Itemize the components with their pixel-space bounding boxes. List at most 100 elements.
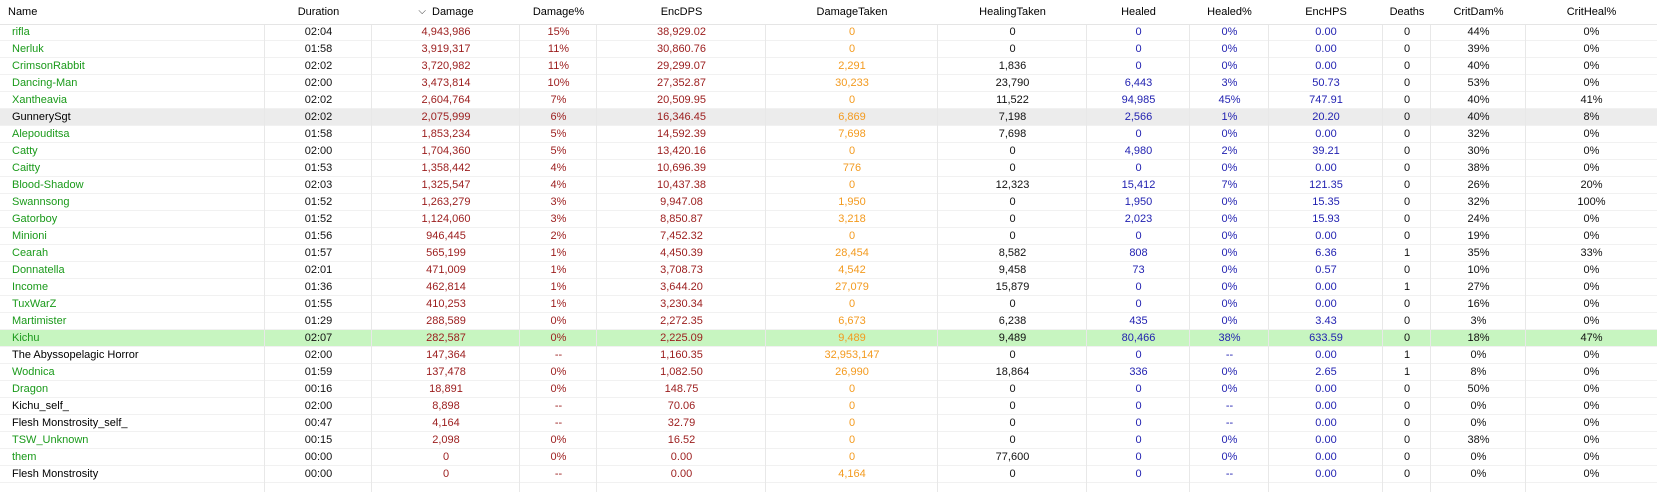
cell-damage-pct: 3% — [550, 213, 567, 225]
cell-critdam: 24% — [1467, 213, 1490, 225]
cell-healed-pct: 0% — [1221, 196, 1238, 208]
table-row[interactable]: Dragon 00:16 18,891 0% 148.75 0 0 0 0% 0.00 0 50% 0% — [0, 381, 1657, 398]
cell-damage-taken: 26,990 — [835, 366, 869, 378]
cell-duration: 01:52 — [304, 196, 333, 208]
cell-critheal: 0% — [1583, 43, 1600, 55]
table-row[interactable]: Dancing-Man 02:00 3,473,814 10% 27,352.87 30,… — [0, 75, 1657, 92]
table-row[interactable]: Gatorboy 01:52 1,124,060 3% 8,850.87 3,218 0 2,… — [0, 211, 1657, 228]
table-row[interactable]: Swannsong 01:52 1,263,279 3% 9,947.08 1,950 0 1… — [0, 194, 1657, 211]
cell-name: Blood-Shadow — [12, 179, 84, 191]
table-row[interactable]: Minioni 01:56 946,445 2% 7,452.32 0 0 0 0% 0.00 0 1… — [0, 228, 1657, 245]
table-row[interactable]: Flesh Monstrosity 00:00 0 -- 0.00 4,164 0 0 -- 0.… — [0, 466, 1657, 483]
column-header-healed-pct[interactable]: Healed% — [1190, 0, 1269, 24]
cell-damage-pct: 0% — [550, 315, 567, 327]
cell-encdps: 8,850.87 — [660, 213, 703, 225]
cell-damage-taken: 3,218 — [838, 213, 866, 225]
column-header-critdam[interactable]: CritDam% — [1431, 0, 1526, 24]
cell-enchps: 0.00 — [1315, 400, 1337, 412]
cell-deaths: 1 — [1403, 247, 1411, 259]
cell-critdam: 53% — [1467, 77, 1490, 89]
cell-damage-taken: 0 — [848, 417, 856, 429]
cell-enchps: 0.00 — [1315, 349, 1337, 361]
column-header-critheal[interactable]: CritHeal% — [1526, 0, 1657, 24]
cell-critheal: 0% — [1583, 264, 1600, 276]
cell-deaths: 0 — [1403, 94, 1411, 106]
table-row[interactable]: Blood-Shadow 02:03 1,325,547 4% 10,437.38 0 12… — [0, 177, 1657, 194]
cell-healed: 0 — [1135, 281, 1142, 293]
table-row[interactable]: Alepouditsa 01:58 1,853,234 5% 14,592.39 7,69… — [0, 126, 1657, 143]
cell-healing-taken: 0 — [1009, 400, 1016, 412]
cell-damage-pct: 7% — [550, 94, 567, 106]
cell-encdps: 27,352.87 — [657, 77, 706, 89]
cell-healing-taken: 0 — [1009, 145, 1016, 157]
cell-damage-pct: 1% — [550, 247, 567, 259]
cell-healed-pct: 45% — [1218, 94, 1241, 106]
table-row[interactable]: Donnatella 02:01 471,009 1% 3,708.73 4,542 9,4… — [0, 262, 1657, 279]
table-row[interactable]: Caitty 01:53 1,358,442 4% 10,696.39 776 0 0 0% 0.… — [0, 160, 1657, 177]
column-header-enchps[interactable]: EncHPS — [1269, 0, 1383, 24]
table-row[interactable]: Income 01:36 462,814 1% 3,644.20 27,079 15,879… — [0, 279, 1657, 296]
column-header-duration[interactable]: Duration — [265, 0, 372, 24]
table-row[interactable]: TuxWarZ 01:55 410,253 1% 3,230.34 0 0 0 0% 0.00 0 1… — [0, 296, 1657, 313]
table-row[interactable]: Xantheavia 02:02 2,604,764 7% 20,509.95 0 11,5… — [0, 92, 1657, 109]
column-header-damage-pct[interactable]: Damage% — [520, 0, 597, 24]
table-row[interactable]: Nerluk 01:58 3,919,317 11% 30,860.76 0 0 0 0% 0.0… — [0, 41, 1657, 58]
column-header-label: Healed — [1121, 6, 1156, 18]
column-header-label: Duration — [297, 6, 340, 18]
cell-critheal: 0% — [1583, 383, 1600, 395]
cell-damage-pct: 15% — [547, 26, 570, 38]
column-header-label: EncDPS — [660, 6, 703, 18]
cell-healing-taken: 6,238 — [998, 315, 1027, 327]
table-row[interactable]: Kichu_self_ 02:00 8,898 -- 70.06 0 0 0 -- 0.00 0 0%… — [0, 398, 1657, 415]
table-row[interactable]: GunnerySgt 02:02 2,075,999 6% 16,346.45 6,869… — [0, 109, 1657, 126]
cell-healed: 0 — [1135, 128, 1142, 140]
cell-critheal: 0% — [1583, 281, 1600, 293]
cell-name: Minioni — [12, 230, 47, 242]
cell-encdps: 13,420.16 — [657, 145, 706, 157]
cell-healing-taken: 0 — [1009, 213, 1016, 225]
table-row[interactable]: The Abyssopelagic Horror 02:00 147,364 -- 1,… — [0, 347, 1657, 364]
cell-encdps: 9,947.08 — [660, 196, 703, 208]
table-header: Name Duration ⌵ Damage Damage% EncDPS DamageTa… — [0, 0, 1657, 25]
cell-healing-taken: 7,198 — [998, 111, 1027, 123]
cell-healed: 1,950 — [1124, 196, 1153, 208]
cell-critheal: 0% — [1583, 468, 1600, 480]
cell-healed-pct: 0% — [1221, 281, 1238, 293]
cell-critdam: 32% — [1467, 196, 1490, 208]
cell-critheal: 47% — [1580, 332, 1603, 344]
column-header-encdps[interactable]: EncDPS — [597, 0, 766, 24]
table-row[interactable]: Martimister 01:29 288,589 0% 2,272.35 6,673 6,… — [0, 313, 1657, 330]
table-row[interactable]: them 00:00 0 0% 0.00 0 77,600 0 0% 0.00 0 0% 0% — [0, 449, 1657, 466]
table-row[interactable]: Kichu 02:07 282,587 0% 2,225.09 9,489 9,489 80,… — [0, 330, 1657, 347]
column-header-deaths[interactable]: Deaths — [1383, 0, 1431, 24]
column-header-healing-taken[interactable]: HealingTaken — [938, 0, 1087, 24]
column-header-healed[interactable]: Healed — [1087, 0, 1190, 24]
cell-name: Dancing-Man — [12, 77, 78, 89]
cell-name: Income — [12, 281, 49, 293]
cell-encdps: 29,299.07 — [657, 60, 706, 72]
cell-critheal: 0% — [1583, 145, 1600, 157]
table-row[interactable]: TSW_Unknown 00:15 2,098 0% 16.52 0 0 0 0% 0.00 0 38… — [0, 432, 1657, 449]
column-header-damage-taken[interactable]: DamageTaken — [766, 0, 938, 24]
cell-critheal: 0% — [1583, 400, 1600, 412]
cell-encdps: 20,509.95 — [657, 94, 706, 106]
table-row[interactable]: Cearah 01:57 565,199 1% 4,450.39 28,454 8,582 8… — [0, 245, 1657, 262]
table-row[interactable]: Flesh Monstrosity_self_ 00:47 4,164 -- 32.79… — [0, 415, 1657, 432]
cell-deaths: 0 — [1403, 26, 1411, 38]
column-header-damage[interactable]: ⌵ Damage — [372, 0, 520, 24]
cell-critdam: 44% — [1467, 26, 1490, 38]
cell-name: Gatorboy — [12, 213, 58, 225]
cell-critdam: 30% — [1467, 145, 1490, 157]
table-row[interactable]: Catty 02:00 1,704,360 5% 13,420.16 0 0 4,980 2% 3… — [0, 143, 1657, 160]
table-row[interactable]: rifla 02:04 4,943,986 15% 38,929.02 0 0 0 0% 0.00… — [0, 24, 1657, 41]
cell-healing-taken: 0 — [1009, 298, 1016, 310]
table-row[interactable]: Wodnica 01:59 137,478 0% 1,082.50 26,990 18,86… — [0, 364, 1657, 381]
table-row[interactable]: CrimsonRabbit 02:02 3,720,982 11% 29,299.07 2… — [0, 58, 1657, 75]
cell-healing-taken: 1,836 — [998, 60, 1027, 72]
column-header-name[interactable]: Name — [0, 0, 265, 24]
cell-critheal: 20% — [1580, 179, 1603, 191]
cell-duration: 02:02 — [304, 94, 333, 106]
cell-healed: 2,023 — [1124, 213, 1153, 225]
cell-critdam: 16% — [1467, 298, 1490, 310]
cell-critheal: 0% — [1583, 230, 1600, 242]
